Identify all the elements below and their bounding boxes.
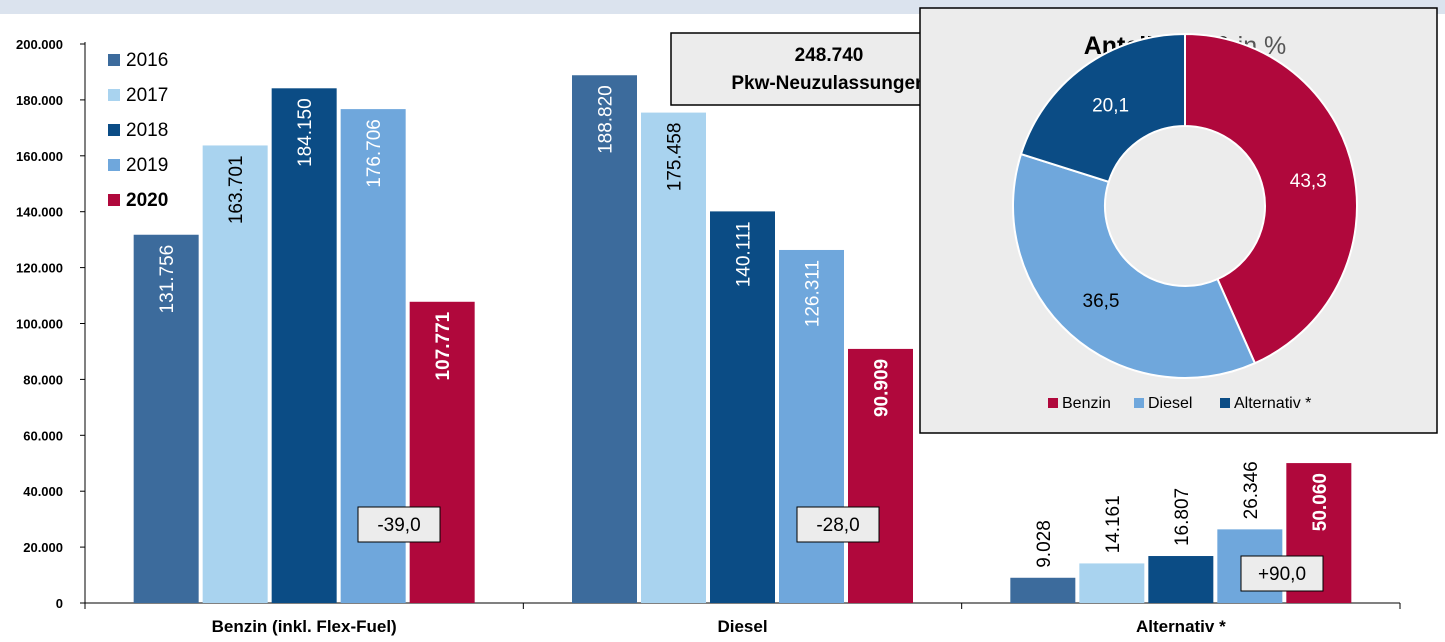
- y-tick-label: 0: [56, 596, 63, 611]
- change-box: [796, 506, 880, 543]
- inset-legend-swatch: [1048, 398, 1058, 408]
- x-category-label: Diesel: [717, 617, 767, 636]
- bar-2019-1: [779, 249, 844, 603]
- bar-value-label: 26.346: [1241, 461, 1262, 519]
- legend-label: 2017: [126, 85, 168, 106]
- bar-value-label: 175.458: [665, 123, 686, 192]
- donut-slice-1: [1184, 32, 1358, 365]
- bar-value-label: 126.311: [803, 260, 824, 327]
- bar-value-label: 184.150: [295, 98, 316, 167]
- donut-slice-label: 20,1: [1092, 95, 1129, 116]
- legend-label: 2016: [126, 50, 168, 71]
- bar-2017-0: [202, 145, 268, 604]
- y-tick-label: 160.000: [16, 149, 63, 164]
- inset-legend-label: Benzin: [1062, 395, 1111, 412]
- legend-label: 2018: [126, 120, 168, 141]
- bar-2017-1: [641, 112, 706, 604]
- total-label: Pkw-Neuzulassungen: [731, 73, 926, 94]
- bar-value-label: 163.701: [226, 155, 247, 224]
- bar-value-label: 16.807: [1172, 488, 1193, 546]
- inset-legend-swatch: [1220, 398, 1230, 408]
- change-box: [357, 506, 441, 543]
- bar-2020-0: [409, 301, 475, 603]
- legend-swatch-2018: [108, 124, 120, 136]
- bar-value-label: 50.060: [1310, 473, 1331, 531]
- inset-legend-label: Diesel: [1148, 395, 1192, 412]
- legend-swatch-2016: [108, 54, 120, 66]
- legend-swatch-2017: [108, 89, 120, 101]
- y-tick-label: 80.000: [23, 372, 63, 387]
- bar-2016-2: [1010, 577, 1076, 603]
- legend-label: 2019: [126, 155, 168, 176]
- inset-legend-swatch: [1134, 398, 1144, 408]
- y-tick-label: 200.000: [16, 37, 63, 52]
- x-category-label: Alternativ *: [1136, 617, 1226, 636]
- inset-legend-label: Alternativ *: [1234, 395, 1311, 412]
- donut-slice-3: [1019, 32, 1186, 184]
- donut-slice-label: 43,3: [1290, 171, 1327, 192]
- change-box-label: +90,0: [1258, 564, 1306, 585]
- bar-value-label: 107.771: [433, 311, 454, 380]
- y-tick-label: 20.000: [23, 540, 63, 555]
- bar-value-label: 131.756: [157, 245, 178, 314]
- total-value: 248.740: [795, 45, 864, 66]
- y-tick-label: 140.000: [16, 205, 63, 220]
- bar-2018-1: [710, 211, 775, 603]
- bar-value-label: 14.161: [1103, 495, 1124, 553]
- y-tick-label: 180.000: [16, 93, 63, 108]
- bar-value-label: 90.909: [872, 359, 893, 417]
- change-box-label: -28,0: [816, 515, 859, 536]
- bar-2018-2: [1148, 556, 1214, 603]
- change-box-label: -39,0: [377, 515, 420, 536]
- bar-value-label: 188.820: [596, 85, 617, 154]
- bar-2018-0: [271, 88, 337, 603]
- bar-2016-1: [572, 75, 637, 603]
- legend-swatch-2020: [108, 194, 120, 206]
- donut-slice-2: [1011, 152, 1257, 379]
- legend-label: 2020: [126, 190, 168, 211]
- y-tick-label: 120.000: [16, 261, 63, 276]
- bar-2017-2: [1079, 563, 1145, 603]
- bar-2020-1: [848, 348, 913, 603]
- bar-value-label: 9.028: [1034, 520, 1055, 568]
- bar-value-label: 140.111: [734, 221, 755, 287]
- bar-value-label: 176.706: [364, 119, 385, 188]
- legend-swatch-2019: [108, 159, 120, 171]
- donut-slice-label: 36,5: [1083, 291, 1120, 312]
- x-category-label: Benzin (inkl. Flex-Fuel): [212, 617, 397, 636]
- change-box: [1240, 555, 1324, 592]
- y-tick-label: 100.000: [16, 317, 63, 332]
- y-tick-label: 40.000: [23, 484, 63, 499]
- bar-2016-0: [133, 234, 199, 603]
- y-tick-label: 60.000: [23, 428, 63, 443]
